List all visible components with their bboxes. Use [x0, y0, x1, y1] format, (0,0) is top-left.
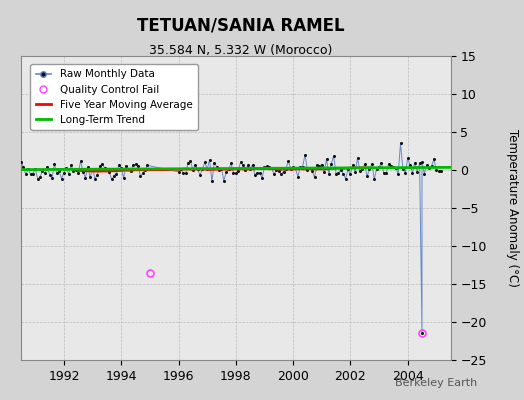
- Text: Berkeley Earth: Berkeley Earth: [395, 378, 477, 388]
- Text: TETUAN/SANIA RAMEL: TETUAN/SANIA RAMEL: [137, 16, 345, 34]
- Text: 35.584 N, 5.332 W (Morocco): 35.584 N, 5.332 W (Morocco): [149, 44, 333, 57]
- Y-axis label: Temperature Anomaly (°C): Temperature Anomaly (°C): [506, 129, 519, 287]
- Legend: Raw Monthly Data, Quality Control Fail, Five Year Moving Average, Long-Term Tren: Raw Monthly Data, Quality Control Fail, …: [30, 64, 198, 130]
